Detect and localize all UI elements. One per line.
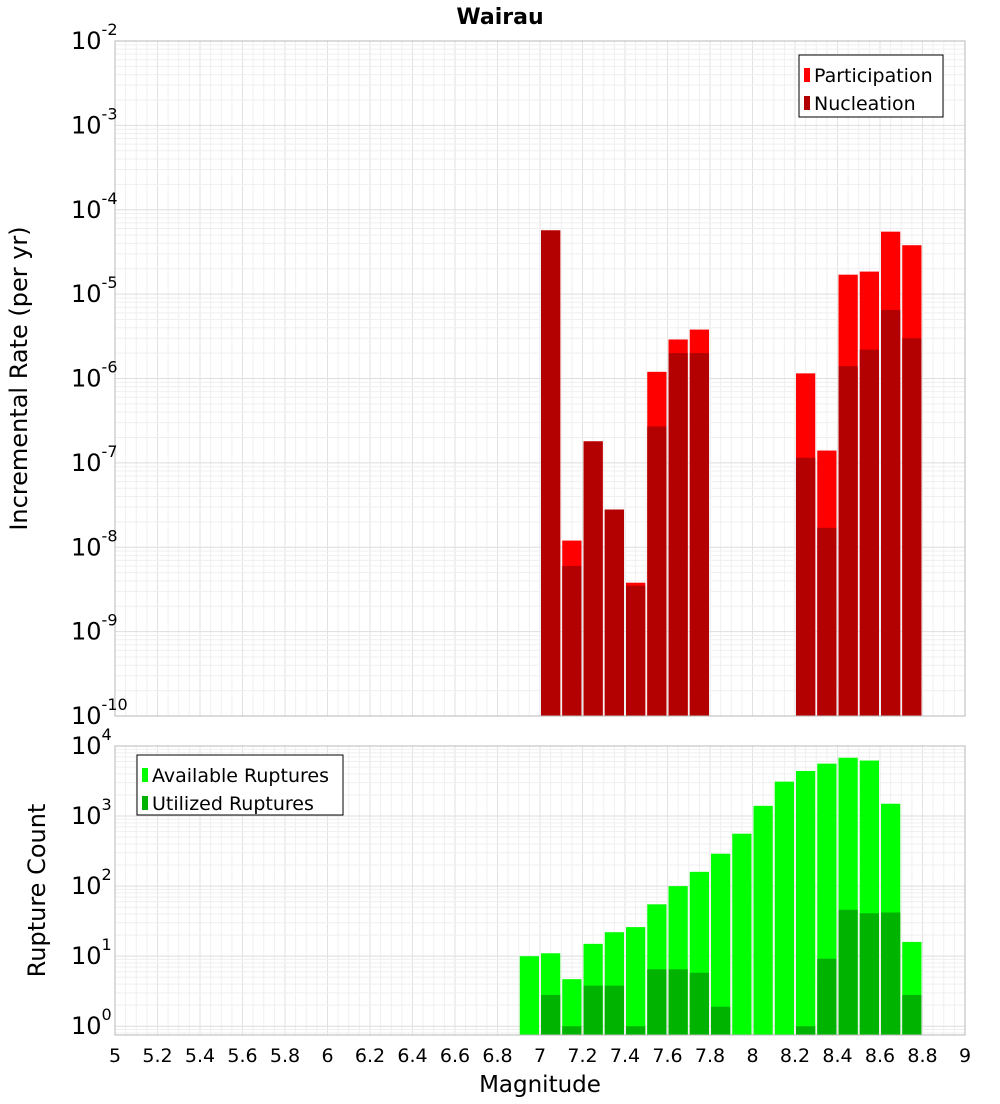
legend-label-participation: Participation [814,65,933,87]
bar-available-ruptures [796,770,816,1035]
plot-border [114,745,966,1036]
x-tick-label: 6.6 [440,1045,470,1067]
bar-nucleation [838,366,858,716]
bar-utilized-ruptures [796,1026,816,1035]
x-tick-label: 5.2 [142,1045,172,1067]
bar-utilized-ruptures [583,985,603,1035]
top-panel: 10-10 10-9 10-8 10-7 10-6 10-5 10-4 10-3 10-2 Inc… [5,20,966,730]
bar-nucleation [881,309,901,716]
y-tick-label: 10-6 [71,358,118,393]
y-tick-label: 104 [71,725,112,760]
x-tick-label: 8 [746,1045,758,1067]
y-tick-label: 103 [71,795,112,830]
bar-utilized-ruptures [817,958,837,1035]
series-utilized-ruptures [541,909,922,1035]
x-tick-label: 7.8 [695,1045,725,1067]
x-tick-label: 6.8 [482,1045,512,1067]
bar-utilized-ruptures [902,994,922,1035]
x-tick-label: 5.8 [270,1045,300,1067]
y-tick-label: 102 [71,865,112,900]
chart-title: Wairau [456,5,543,30]
y-tick-label: 10-4 [71,189,118,224]
y-tick-label: 10-8 [71,526,118,561]
bar-nucleation [562,565,582,716]
bar-nucleation [647,426,667,716]
y-tick-label: 10-7 [71,442,118,477]
bar-available-ruptures [519,956,539,1035]
bar-nucleation [902,338,922,716]
grid [114,41,966,717]
x-tick-label: 7.6 [652,1045,682,1067]
legend-label-nucleation: Nucleation [814,93,916,115]
x-tick-label: 7 [534,1045,546,1067]
bar-nucleation [817,527,837,716]
x-tick-label: 8.8 [907,1045,937,1067]
bar-utilized-ruptures [838,909,858,1035]
x-tick-label: 7.4 [610,1045,640,1067]
legend-box [798,54,944,118]
bar-utilized-ruptures [711,1006,731,1035]
bar-utilized-ruptures [541,994,561,1035]
bar-utilized-ruptures [859,913,879,1035]
y-tick-label: 10-5 [71,273,118,308]
x-tick-label: 8.6 [865,1045,895,1067]
plot-border [114,40,966,717]
y-axis-label: Rupture Count [23,804,51,978]
bar-available-ruptures [753,805,773,1035]
bar-nucleation [604,509,624,716]
legend: Available Ruptures Utilized Ruptures [136,754,344,816]
series-nucleation [541,230,922,716]
legend-swatch-available-ruptures [142,768,148,782]
x-axis-label: Magnitude [479,1072,601,1098]
x-tick-label: 5.4 [185,1045,215,1067]
bar-available-ruptures [626,927,646,1035]
x-tick-label: 6.4 [397,1045,427,1067]
bar-available-ruptures [711,853,731,1035]
bottom-panel: 100 101 102 103 104 Rupture Count Available Ru… [23,725,971,1098]
bar-utilized-ruptures [626,1026,646,1035]
legend-swatch-nucleation [804,96,810,110]
x-tick-label: 7.2 [567,1045,597,1067]
y-tick-label: 100 [71,1005,112,1040]
y-tick-label: 10-2 [71,20,118,55]
legend-swatch-participation [804,68,810,82]
bar-available-ruptures [774,781,794,1035]
bar-utilized-ruptures [689,972,709,1035]
x-tick-label: 9 [959,1045,971,1067]
x-tick-label: 8.2 [780,1045,810,1067]
y-tick-labels: 100 101 102 103 104 [71,725,112,1040]
bar-nucleation [859,349,879,716]
y-tick-label: 10-9 [71,611,118,646]
x-tick-labels: 5 5.2 5.4 5.6 5.8 6 6.2 6.4 6.6 6.8 7 7.2 7.4 7.6 7.8 8… [109,1045,971,1067]
bar-utilized-ruptures [562,1026,582,1035]
bar-nucleation [668,353,688,716]
y-axis-label: Incremental Rate (per yr) [5,226,33,530]
bar-available-ruptures [732,833,752,1035]
bar-utilized-ruptures [668,969,688,1035]
x-tick-label: 5.6 [227,1045,257,1067]
bar-utilized-ruptures [604,985,624,1035]
y-tick-label: 10-10 [71,695,128,730]
y-tick-label: 10-3 [71,104,118,139]
legend-label-available-ruptures: Available Ruptures [152,765,329,787]
bar-nucleation [626,585,646,716]
legend: Participation Nucleation [798,54,944,118]
bar-available-ruptures [562,979,582,1035]
legend-label-utilized-ruptures: Utilized Ruptures [152,793,314,815]
bar-nucleation [689,353,709,716]
bar-utilized-ruptures [881,912,901,1035]
bar-utilized-ruptures [647,969,667,1035]
x-tick-label: 6 [321,1045,333,1067]
bar-nucleation [541,230,561,716]
legend-box [136,754,344,816]
bar-nucleation [583,441,603,716]
bar-nucleation [796,457,816,716]
legend-swatch-utilized-ruptures [142,796,148,810]
x-tick-label: 6.2 [355,1045,385,1067]
x-tick-label: 8.4 [822,1045,852,1067]
y-tick-label: 101 [71,935,112,970]
x-tick-label: 5 [109,1045,121,1067]
